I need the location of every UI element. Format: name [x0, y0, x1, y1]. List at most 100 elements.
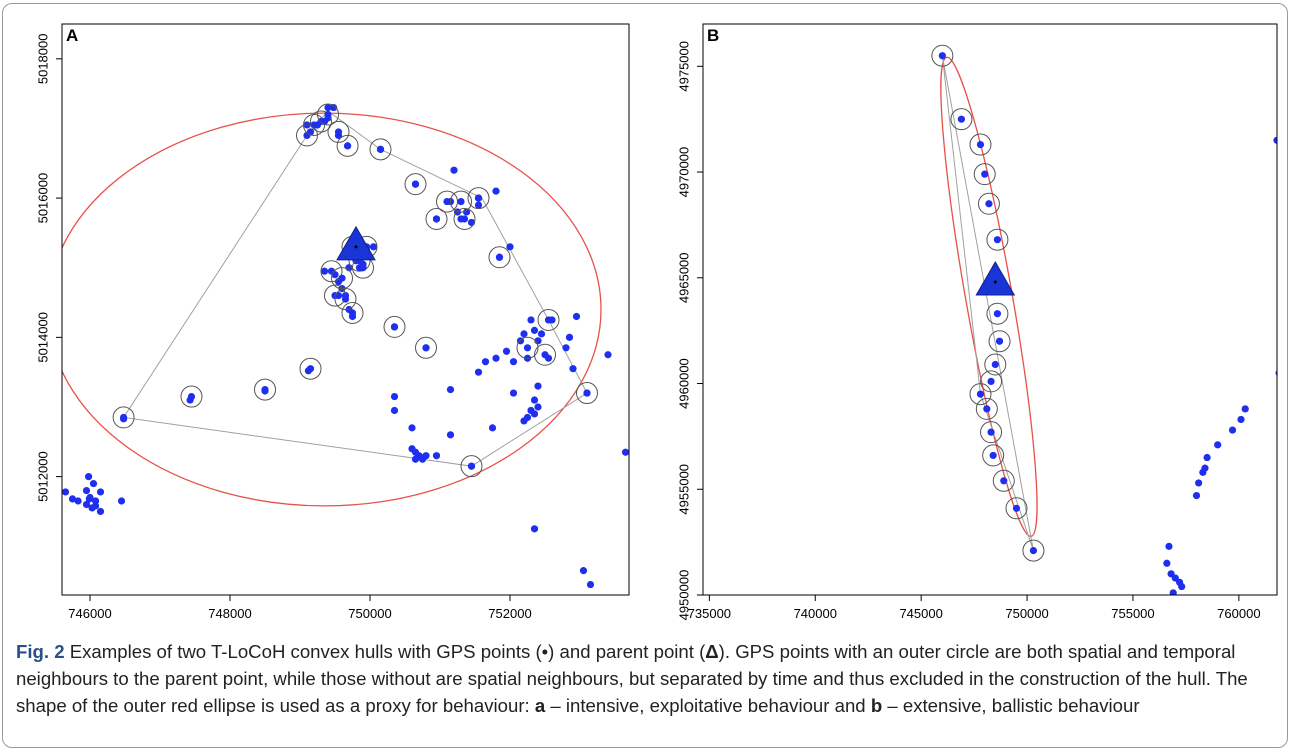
panel-a-neighbour-ring	[336, 134, 359, 157]
panel-b-label: B	[707, 26, 719, 45]
panel-a-gps-point	[488, 424, 497, 432]
panel-b-gps-point	[1228, 426, 1237, 434]
panel-b-gps-point	[1237, 415, 1245, 424]
panel-b-gps-point	[1201, 464, 1209, 472]
panel-a-gps-point	[450, 166, 458, 174]
panel-a-gps-point	[85, 495, 93, 503]
panel-a-neighbour-ring	[450, 190, 472, 213]
caption-key-b: b	[870, 695, 883, 716]
panel-a-gps-point	[411, 455, 420, 463]
caption-figure-label: Fig. 2	[16, 641, 65, 662]
panel-a-neighbour-ring	[180, 385, 203, 408]
panel-b-neighbour-ring	[1005, 497, 1028, 520]
panel-b-y-tick-label: 4960000	[676, 358, 691, 409]
panel-a-gps-point	[579, 567, 588, 575]
panel-a-gps-point	[89, 479, 98, 488]
panel-b-y-tick-label: 4975000	[676, 41, 691, 92]
panel-b-gps-point	[1192, 492, 1201, 500]
panel-a-neighbour-ring	[310, 110, 332, 133]
panel-a-gps-point	[492, 354, 500, 362]
panel-a-gps-point	[572, 312, 581, 321]
panel-a-gps-point	[376, 145, 385, 153]
panel-a-label: A	[66, 26, 78, 45]
panel-a-x-tick-label: 748000	[208, 606, 251, 621]
panel-b-neighbour-ring	[992, 469, 1015, 492]
panel-b-y-tick-label: 4965000	[676, 252, 691, 303]
panel-a-y-tick-label: 5016000	[35, 173, 50, 224]
panel-a-gps-point	[509, 389, 518, 397]
panel-b-convex-hull	[941, 55, 1034, 551]
panel-a-gps-point	[422, 344, 430, 352]
panel-a-neighbour-ring	[299, 357, 322, 380]
panel-a-gps-point	[530, 396, 539, 404]
panel-a-scatter: 746000 748000 750000 752000 5012000 5014000 50…	[35, 23, 630, 621]
panel-a-plot-area	[62, 103, 629, 589]
panel-a-gps-point	[583, 389, 591, 397]
panel-a-neighbour-ring	[341, 301, 364, 324]
panel-a-gps-point	[520, 330, 528, 338]
panel-a-gps-point	[537, 330, 546, 338]
panel-b-x-tick-label: 745000	[899, 606, 942, 621]
panel-a-gps-point	[82, 500, 91, 509]
panel-b-gps-point	[976, 390, 985, 398]
panel-b-gps-point	[993, 236, 1002, 244]
panel-b-gps-point	[1203, 453, 1211, 462]
panel-a-gps-point	[341, 295, 350, 303]
panel-a-gps-point	[85, 473, 93, 481]
panel-a-neighbour-ring	[467, 187, 490, 210]
panel-a-neighbour-ring	[425, 207, 448, 230]
panel-a-neighbour-ring	[112, 406, 135, 429]
panel-b-x-tick-label: 750000	[1005, 606, 1048, 621]
panel-b-neighbour-ring	[982, 444, 1005, 467]
panel-a-gps-point	[338, 274, 346, 282]
panel-a-gps-point	[359, 264, 367, 272]
panel-b-gps-point	[981, 170, 989, 178]
panel-a-gps-point	[523, 344, 532, 352]
panel-b-gps-point	[1029, 546, 1038, 555]
panel-a-neighbour-ring	[303, 113, 325, 136]
panel-b-gps-point	[985, 200, 993, 208]
panel-a-convex-hull	[123, 110, 588, 467]
panel-a-gps-point	[530, 410, 539, 418]
panel-a-gps-point	[481, 358, 490, 366]
panel-a-gps-point	[320, 267, 329, 275]
panel-a-gps-point	[120, 413, 128, 422]
panel-a-gps-point	[68, 495, 77, 503]
panel-b-gps-point	[1169, 589, 1177, 595]
panel-b-neighbour-ring	[984, 353, 1007, 376]
panel-a-neighbour-ring	[254, 378, 276, 401]
panel-a-neighbour-ring	[317, 103, 339, 126]
panel-a-gps-point	[506, 243, 514, 251]
panel-b-neighbour-ring	[975, 397, 998, 420]
panel-b-gps-point	[1273, 136, 1277, 144]
panel-a-gps-point	[562, 344, 570, 352]
panel-b-gps-point	[987, 428, 995, 436]
panel-a-x-tick-label: 752000	[488, 606, 531, 621]
panel-a-gps-point	[474, 201, 483, 209]
caption-delta-symbol: Δ	[705, 641, 719, 662]
panel-b-gps-point	[1241, 405, 1249, 413]
panel-a-neighbour-ring	[320, 260, 343, 283]
panel-a-gps-point	[92, 502, 100, 510]
panel-b-y-tick-label: 4950000	[676, 570, 691, 621]
panel-a-neighbour-ring	[516, 336, 539, 359]
panel-b-neighbour-ring	[969, 133, 992, 156]
panel-b-gps-point	[987, 377, 995, 386]
panel-a-gps-point	[390, 323, 399, 331]
panel-a-gps-point	[62, 488, 70, 496]
panel-a-gps-point	[565, 333, 574, 341]
panel-a-gps-point	[544, 316, 553, 324]
panel-a-y-tick-label: 5018000	[35, 34, 50, 85]
panel-b-gps-point	[983, 405, 991, 413]
panel-b-axes-box	[702, 23, 1278, 596]
panel-b-x-tick-label: 740000	[794, 606, 837, 621]
panel-a-gps-point	[117, 497, 126, 505]
panel-a-gps-point	[492, 187, 500, 195]
panel-a-gps-point	[344, 142, 352, 150]
panel-a-gps-point	[411, 448, 420, 456]
panel-a-gps-point	[324, 103, 332, 112]
panel-a-gps-point	[74, 497, 82, 505]
panel-b-x-tick-label: 735000	[688, 606, 731, 621]
panel-a-neighbour-ring	[453, 207, 476, 230]
panel-b-gps-point	[976, 140, 985, 149]
